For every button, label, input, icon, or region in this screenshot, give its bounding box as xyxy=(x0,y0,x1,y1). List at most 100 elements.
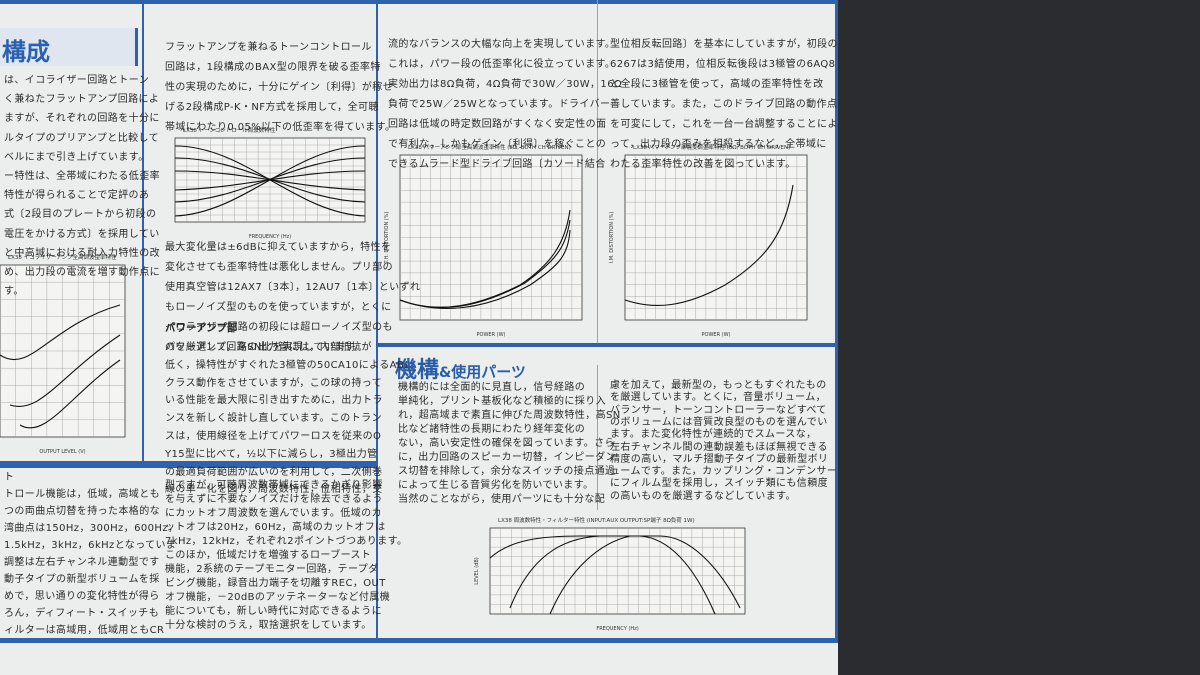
text-line: 6267は3結使用，位相反転後段は3極管の6AQ8 xyxy=(610,59,836,70)
figures: LX38 イコライザーアンプ全高調波歪率特性 OUTPUT LEVEL (V) LX… xyxy=(0,126,808,632)
text-line: 線の単一化を図り，周波数特性，位相特性，交 xyxy=(165,484,383,496)
text-line: スは，使用線径を上げてパワーロスを従来のO xyxy=(165,431,382,442)
text-line: 回路は低域の時定数回路がすくなく安定性の面 xyxy=(388,119,607,130)
text-line: 当然のことながら，使用パーツにも十分な配 xyxy=(398,494,606,505)
curve xyxy=(9,334,121,407)
text-line: このほか，低域だけを増強するローブースト xyxy=(165,550,372,561)
text-line: パワーアンプ回路の出力管には，内部抵抗が xyxy=(165,342,372,353)
text-line: ト xyxy=(4,472,15,483)
text-line: に，出力回路のスピーカー切替，インピーダン xyxy=(398,452,616,463)
figure-title: LX38 周波数特性・フィルター特性 (INPUT:AUX OUTPUT:SP端… xyxy=(498,516,695,524)
text-line: め、出力段の電流を増す動作点に xyxy=(4,267,160,278)
heading-rule xyxy=(135,28,138,66)
curve xyxy=(489,535,741,609)
text-line: これは，パワー段の低歪率化に役立っています。 xyxy=(388,59,616,70)
text-line: は、イコライザー回路とトーン xyxy=(4,75,150,86)
text-line: を与えずに不要なノイズだけを除去できるよう xyxy=(165,494,383,505)
text-line: く兼ねたフラットアンプ回路によ xyxy=(4,94,160,106)
figure-title: LX38 パワーアンプ部混変調歪率特性 (8Ω, BOTH CH DRIVEN) xyxy=(633,143,790,151)
text-line: と中高域における耐入力特性の改 xyxy=(4,247,160,259)
text-line: ろん，ディフィート・スイッチも xyxy=(4,608,160,619)
text-line: できるムラード型ドライブ回路〔カソード結合 xyxy=(388,159,606,170)
text-line: 精度の高い，マルチ摺動子タイプの最新型ボリ xyxy=(610,453,829,465)
text-line: を厳選しています。とくに，音量ボリューム， xyxy=(610,392,826,404)
text-line: わたる歪率特性の改善を図っています。 xyxy=(610,159,796,170)
curve xyxy=(549,535,631,615)
text-line: 比など諸特性の長期にわたり経年変化の xyxy=(398,424,586,435)
text-line: ー特性は、全帯域にわたる低歪率 xyxy=(4,171,160,182)
text-line: 機能，2系統のテープモニター回路，テープダ xyxy=(165,564,379,575)
column-rule xyxy=(597,365,598,510)
text-line: にカットオフ周波数を選んでいます。低域のカ xyxy=(165,508,382,519)
text-line: 慮を加えて，最新型の，もっともすぐれたもの xyxy=(610,380,827,391)
subheading: パワーアンプ部 xyxy=(165,322,238,334)
text-line: つの両曲点切替を持った本格的な xyxy=(4,506,160,517)
text-line: 型ですが，可聴周波数帯域にできるかぎり影響 xyxy=(165,480,383,491)
heading: 構成 xyxy=(2,38,50,66)
text-line: によって生じる音質劣化を防いでいます。 xyxy=(398,480,594,491)
text-line: 流的なバランスの大幅な向上を実現しています。 xyxy=(388,39,616,50)
curve xyxy=(509,535,601,609)
text-line: 回路は，1段構成のBAX型の限界を破る歪率特 xyxy=(165,62,381,73)
text-line: 型位相反転回路〕を基本にしていますが，初段の xyxy=(610,39,838,50)
text-line: ンスを新しく設計し直しています。このトラン xyxy=(165,413,382,425)
edge-rule xyxy=(835,0,838,640)
text-line: って，出力段の歪みを相殺するなど，全帯域に xyxy=(610,139,827,150)
band-rule xyxy=(0,461,378,468)
column-rule xyxy=(597,0,598,343)
y-axis-label: T.H. DISTORTION (%) xyxy=(384,211,390,264)
text-line: 動子タイプの新型ボリュームを採 xyxy=(4,574,160,585)
text-line: 1.5kHz，3kHz，6kHzとなっていま xyxy=(4,540,177,551)
text-line: ます。また変化特性が連続的でスムースな， xyxy=(610,429,817,441)
top-rule xyxy=(0,0,838,4)
text-line: Y15型に比べて，½以下に減らし，3極出力管 xyxy=(165,448,378,460)
figure-title: LX38 トーンコントロール周波数特性 xyxy=(183,126,276,134)
text-line: 十分な検討のうえ，取捨選択をしています。 xyxy=(165,620,372,631)
text-line: 単純化，プリント基板化など積極的に採り入 xyxy=(398,396,606,407)
text-line: ない，高い安定性の確保を図っています。さら xyxy=(398,438,615,449)
heading-text: 機構 xyxy=(395,358,440,383)
text-line: れ，超高域まで素直に伸びた周波数特性，高SN xyxy=(398,410,621,421)
text-line: バランサー，トーンコントローラーなどすべて xyxy=(610,404,827,416)
heading-text: 使用パーツ xyxy=(451,363,526,381)
text-line: めで，思い通りの変化特性が得ら xyxy=(4,591,160,602)
text-line: げる2段構成P-K・NF方式を採用して，全可聴 xyxy=(165,102,379,113)
heading-box xyxy=(0,28,135,66)
text-line: 帯域にわたり0.05%以下の低歪率を得ています。 xyxy=(165,122,396,133)
text-line: 使用真空管は12AX7〔3本〕，12AU7〔1本〕といずれ xyxy=(165,282,421,293)
text-line: 7kHz，12kHz，それぞれ2ポイントづつあります。 xyxy=(165,536,408,547)
curve xyxy=(399,229,571,309)
curve xyxy=(399,219,571,309)
text-line: のボリュームには音質改良型のものを選んでい xyxy=(610,416,828,428)
text-line: 機構的には全面的に見直し，信号経路の xyxy=(398,382,586,393)
x-axis-label: FREQUENCY (Hz) xyxy=(249,234,291,240)
column-rule xyxy=(142,0,144,463)
y-axis-label: I.M. DISTORTION (%) xyxy=(609,212,615,264)
text-line: にフィルム型を採用し，スイッチ類にも信頼度 xyxy=(610,478,828,490)
text-line: 負荷で25W／25Wとなっています。ドライバー xyxy=(388,99,611,110)
text-line: 能についても，新しい時代に対応できるように xyxy=(165,606,382,617)
text-line: 実効出力は8Ω負荷，4Ω負荷で30W／30W，16Ω xyxy=(388,79,622,90)
text-line: トロール機能は，低域，高域とも xyxy=(4,489,160,500)
text-line: 電圧をかける方式〕を採用してい xyxy=(4,228,160,240)
text-line: 調整は左右チャンネル連動型です xyxy=(4,557,160,568)
text-line: ュームです。また，カップリング・コンデンサー xyxy=(610,466,838,478)
x-axis-label: OUTPUT LEVEL (V) xyxy=(39,449,85,455)
curve xyxy=(0,304,121,361)
heading-text: & xyxy=(439,365,452,381)
text-line: 性の実現のために，十分にゲイン〔利得〕が稼せ xyxy=(165,82,394,93)
text-line: の高いものを厳選するなどしています。 xyxy=(610,490,796,502)
curve xyxy=(19,359,121,429)
band-rule xyxy=(378,343,838,347)
figure-title: LX38 パワーアンプ部全高調波歪率特性 (8Ω, BOTH CH DRIVEN… xyxy=(408,143,571,151)
text-line: 善しています。また，このドライブ回路の動作点 xyxy=(610,99,838,110)
text-line: フラットアンプを兼ねるトーンコントロール xyxy=(165,42,372,53)
text-line: クラス動作をさせていますが，この球の持って xyxy=(165,377,383,389)
text-line: の最適負荷範囲が広いのを利用して，二次側巻 xyxy=(165,466,383,478)
text-line: 低く，操特性がすぐれた3極管の50CA10によるAB₁ xyxy=(165,359,409,371)
x-axis-label: FREQUENCY (Hz) xyxy=(596,626,638,632)
text-line: 湾曲点は150Hz，300Hz，600Hz， xyxy=(4,523,179,534)
text-line: 変化させても歪率特性は悪化しません。プリ部の xyxy=(165,262,393,273)
x-axis-label: POWER (W) xyxy=(477,332,506,338)
